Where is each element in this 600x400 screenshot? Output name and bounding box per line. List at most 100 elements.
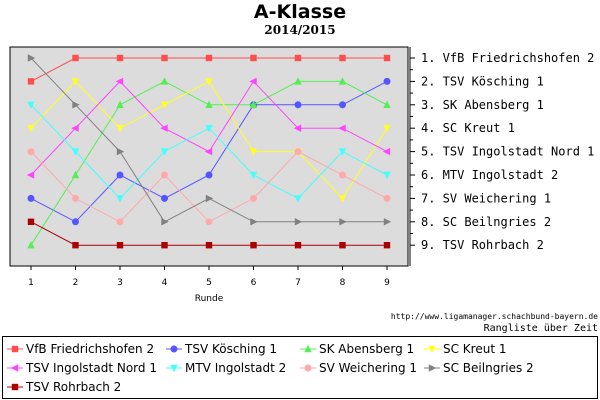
data-point [116, 171, 124, 179]
legend-label: SV Weichering 1 [319, 361, 418, 375]
data-point [160, 77, 169, 85]
data-point [339, 242, 346, 249]
data-point [160, 124, 168, 132]
data-point [294, 101, 302, 109]
data-point [294, 148, 302, 156]
series [26, 77, 391, 179]
rank-label: 2. TSV Kösching 1 [421, 74, 544, 88]
data-point [294, 195, 302, 203]
legend-label: MTV Ingolstadt 2 [185, 361, 287, 375]
legend-label: TSV Ingolstadt Nord 1 [26, 361, 157, 375]
data-point [27, 241, 35, 249]
legend-swatch [7, 383, 23, 391]
rank-label: 6. MTV Ingolstadt 2 [421, 168, 558, 182]
legend-label: SC Kreut 1 [443, 342, 507, 356]
data-point [71, 124, 79, 132]
data-point [339, 101, 346, 109]
data-point [72, 54, 79, 62]
data-point [160, 101, 169, 109]
series [27, 148, 391, 226]
rank-label: 1. VfB Friedrichshofen 2 [421, 51, 594, 65]
data-point [338, 195, 347, 203]
data-point [339, 218, 347, 226]
data-point [383, 100, 391, 108]
data-point [27, 125, 35, 133]
legend-marker [170, 345, 178, 353]
chart-title: A-Klasse [253, 1, 347, 23]
data-point [383, 194, 391, 202]
legend-marker [170, 364, 178, 373]
data-point [383, 125, 391, 133]
data-point [338, 77, 347, 85]
data-point [72, 242, 79, 249]
x-axis-label: Runde [195, 294, 224, 304]
data-point [115, 77, 124, 86]
x-tick-label: 9 [384, 278, 390, 288]
data-point [205, 100, 213, 108]
data-point [161, 218, 169, 226]
data-point [339, 171, 346, 179]
data-point [205, 54, 213, 62]
series [27, 218, 391, 249]
legend-marker [304, 344, 312, 353]
x-tick-label: 2 [73, 278, 79, 288]
legend-item: SC Kreut 1 [424, 340, 507, 358]
data-point [72, 101, 80, 109]
data-point [249, 148, 258, 156]
legend-marker [304, 364, 312, 372]
legend-label: TSV Rohrbach 2 [26, 380, 122, 394]
data-point [27, 194, 35, 202]
legend-item: SV Weichering 1 [300, 359, 417, 377]
x-tick-label: 6 [251, 278, 257, 288]
data-point [71, 78, 80, 86]
data-point [116, 195, 124, 203]
x-tick-label: 3 [117, 278, 123, 288]
data-point [383, 171, 391, 180]
legend-label: TSV Kösching 1 [185, 342, 278, 356]
legend-swatch [424, 345, 440, 354]
legend-marker [11, 383, 19, 391]
data-point [116, 218, 124, 226]
data-point [338, 124, 346, 132]
data-point [338, 148, 347, 156]
data-point [71, 148, 80, 156]
data-point [71, 170, 80, 179]
data-point [250, 242, 257, 249]
source-url[interactable]: http://www.ligamanager.schachbund-bayern… [390, 312, 598, 321]
data-point [294, 242, 302, 249]
legend-swatch [7, 345, 23, 353]
data-point [294, 218, 303, 226]
legend-swatch [166, 345, 182, 353]
x-tick-label: 5 [206, 278, 212, 288]
legend-label: VfB Friedrichshofen 2 [26, 342, 155, 356]
data-point [161, 194, 168, 202]
data-point [204, 147, 213, 156]
legend-item: MTV Ingolstadt 2 [166, 359, 286, 377]
data-point [294, 77, 302, 85]
x-tick-label: 1 [28, 278, 34, 288]
data-point [205, 125, 213, 133]
legend-item: SK Abensberg 1 [300, 340, 414, 358]
data-point [293, 124, 302, 132]
series [27, 54, 391, 85]
legend-marker [11, 345, 19, 353]
data-point [27, 78, 35, 85]
series-layer [26, 54, 392, 249]
data-point [249, 100, 258, 108]
rank-label: 5. TSV Ingolstadt Nord 1 [421, 145, 594, 159]
data-point [116, 125, 124, 133]
data-point [205, 242, 213, 249]
data-point [249, 77, 257, 86]
series [27, 54, 392, 226]
legend-marker [428, 364, 437, 372]
legend-item: VfB Friedrichshofen 2 [7, 340, 154, 358]
legend-swatch [300, 344, 316, 353]
legend-label: SC Beilngries 2 [443, 361, 534, 375]
data-point [116, 100, 124, 108]
data-point [27, 148, 35, 156]
rank-label: 7. SV Weichering 1 [421, 191, 551, 205]
x-tick-label: 4 [162, 278, 168, 288]
data-point [27, 218, 35, 225]
legend: VfB Friedrichshofen 2 TSV Kösching 1 SK Ab… [2, 336, 598, 399]
chart-caption: Rangliste über Zeit [483, 323, 598, 334]
